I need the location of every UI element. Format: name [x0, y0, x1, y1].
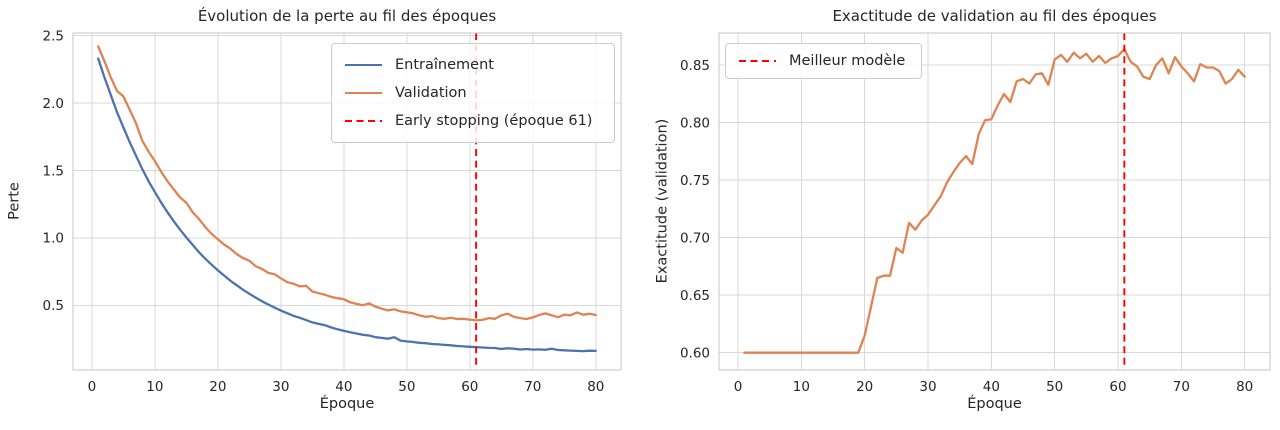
- x-tick-label: 10: [793, 379, 810, 395]
- y-tick-label: 0.70: [680, 231, 710, 247]
- x-tick-label: 60: [1109, 379, 1126, 395]
- accuracy-chart-title: Exactitude de validation au fil des époq…: [832, 7, 1157, 25]
- legend-item-validation: Validation: [345, 79, 604, 107]
- x-tick-label: 50: [398, 379, 415, 395]
- y-tick-label: 0.60: [680, 346, 710, 362]
- y-tick-label: 1.0: [43, 231, 64, 247]
- x-tick-label: 0: [734, 379, 743, 395]
- x-tick-label: 60: [461, 379, 478, 395]
- loss-yaxis-label: Perte: [6, 182, 23, 220]
- val-loss-line: [97, 45, 597, 322]
- accuracy-yaxis-label: Exactitude (validation): [654, 118, 671, 284]
- y-tick-label: 0.85: [680, 58, 710, 74]
- legend-label-early-stopping: Early stopping (époque 61): [395, 113, 593, 129]
- best-model-line-swatch: [739, 59, 776, 63]
- train-line-swatch: [345, 63, 382, 67]
- accuracy-legend: Meilleur modèle: [725, 43, 922, 79]
- x-tick-label: 70: [524, 379, 541, 395]
- accuracy-xaxis-label: Époque: [967, 396, 1022, 412]
- accuracy-chart: 0 10 20 30 40 50 60 70 80 0.60 0.65 0.70 0.75 0.80 0.8…: [680, 32, 1271, 395]
- x-tick-label: 30: [919, 379, 936, 395]
- val-accuracy-line: [743, 47, 1246, 354]
- x-tick-label: 0: [88, 379, 97, 395]
- validation-line-swatch: [345, 91, 382, 95]
- y-tick-label: 1.5: [43, 163, 64, 179]
- legend-item-early-stopping: Early stopping (époque 61): [345, 107, 604, 135]
- y-tick-label: 2.5: [43, 28, 64, 44]
- x-tick-label: 40: [983, 379, 1000, 395]
- loss-chart-title: Évolution de la perte au fil des époques: [197, 7, 497, 25]
- y-tick-label: 0.65: [680, 288, 710, 304]
- loss-legend: Entraînement Validation Early stopping (…: [331, 43, 615, 143]
- legend-item-best-model: Meilleur modèle: [739, 51, 911, 71]
- plot-border: [72, 32, 622, 371]
- train-loss-line: [97, 57, 597, 353]
- loss-xaxis-label: Époque: [319, 396, 375, 412]
- legend-label-train: Entraînement: [395, 57, 494, 73]
- x-tick-label: 30: [272, 379, 289, 395]
- x-tick-label: 20: [209, 379, 226, 395]
- x-tick-label: 50: [1046, 379, 1063, 395]
- legend-label-validation: Validation: [395, 85, 467, 101]
- plot-border: [718, 32, 1271, 371]
- y-tick-label: 0.80: [680, 116, 710, 132]
- x-tick-label: 70: [1173, 379, 1190, 395]
- early-stopping-line-swatch: [345, 119, 382, 123]
- x-tick-label: 80: [587, 379, 604, 395]
- x-tick-label: 10: [146, 379, 163, 395]
- y-tick-label: 0.5: [43, 298, 64, 314]
- x-tick-label: 20: [856, 379, 873, 395]
- legend-item-train: Entraînement: [345, 51, 604, 79]
- x-tick-label: 40: [335, 379, 352, 395]
- y-tick-label: 2.0: [43, 96, 64, 112]
- legend-label-best-model: Meilleur modèle: [789, 53, 906, 69]
- y-tick-label: 0.75: [680, 173, 710, 189]
- x-tick-label: 80: [1236, 379, 1253, 395]
